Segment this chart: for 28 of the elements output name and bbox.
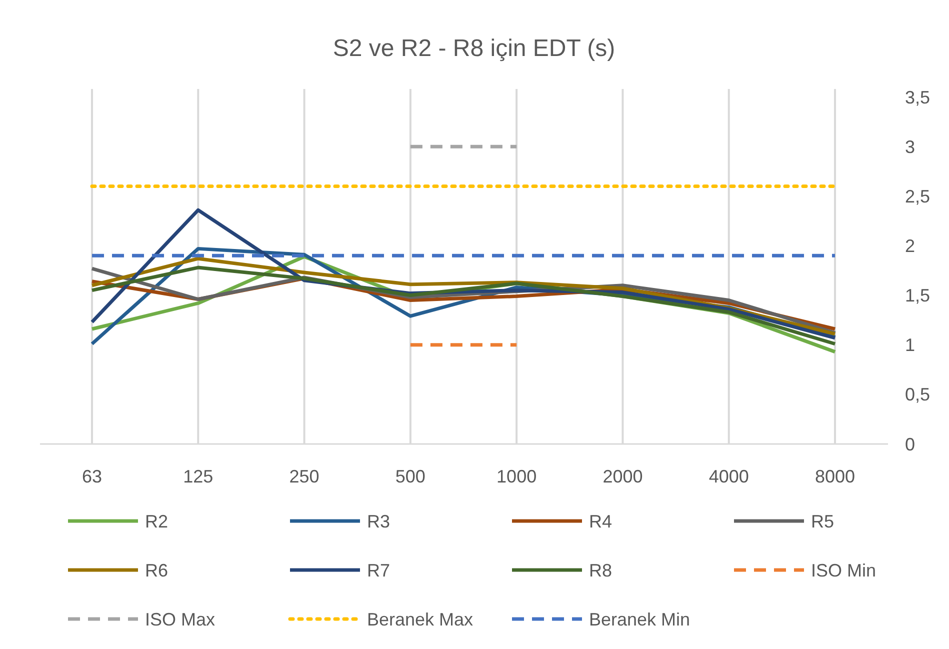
x-tick-label: 250 bbox=[289, 466, 320, 486]
legend-label: ISO Max bbox=[145, 609, 216, 630]
y-tick-label: 3 bbox=[905, 136, 916, 157]
legend-label: R7 bbox=[367, 560, 390, 580]
legend-label: R8 bbox=[589, 560, 612, 580]
y-tick-label: 0,5 bbox=[905, 384, 930, 405]
y-tick-label: 1,5 bbox=[905, 286, 930, 306]
legend-label: R4 bbox=[589, 511, 612, 532]
legend-label: R3 bbox=[367, 511, 390, 532]
legend-label: R5 bbox=[811, 511, 834, 532]
legend-label: Beranek Max bbox=[367, 609, 474, 630]
y-tick-label: 1 bbox=[905, 335, 916, 356]
x-tick-label: 63 bbox=[82, 466, 102, 486]
x-tick-label: 125 bbox=[183, 466, 214, 486]
legend-label: ISO Min bbox=[811, 560, 876, 580]
x-tick-label: 4000 bbox=[708, 466, 749, 486]
legend-label: R2 bbox=[145, 511, 168, 532]
x-tick-label: 2000 bbox=[602, 466, 643, 486]
y-tick-label: 2,5 bbox=[905, 186, 930, 206]
x-tick-label: 8000 bbox=[814, 466, 856, 486]
legend-label: Beranek Min bbox=[589, 609, 690, 630]
y-tick-label: 0 bbox=[905, 434, 916, 454]
y-tick-label: 2 bbox=[905, 236, 916, 256]
x-tick-label: 1000 bbox=[496, 466, 537, 486]
legend-label: R6 bbox=[145, 560, 168, 580]
x-tick-label: 500 bbox=[395, 466, 426, 486]
chart-title: S2 ve R2 - R8 için EDT (s) bbox=[332, 35, 616, 62]
y-tick-label: 3,5 bbox=[905, 87, 930, 108]
